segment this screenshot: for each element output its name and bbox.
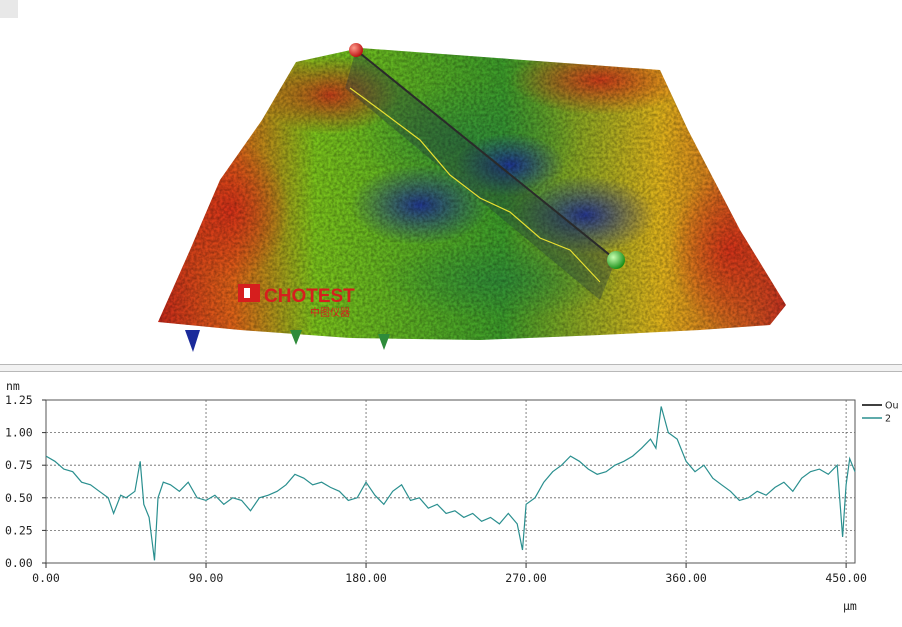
profile-cut-plane (345, 50, 616, 300)
watermark-text: CHOTEST (264, 286, 355, 307)
y-tick-label: 0.00 (5, 556, 33, 570)
x-tick-label: 360.00 (665, 571, 707, 585)
y-tick-label: 1.00 (5, 426, 33, 440)
profile-line[interactable] (355, 49, 617, 261)
legend-label: 2 (885, 414, 891, 425)
x-axis-unit: µm (843, 599, 857, 613)
x-tick-label: 0.00 (32, 571, 60, 585)
x-tick-label: 270.00 (505, 571, 547, 585)
chotest-logo: CHOTEST 中图仪器 (238, 284, 355, 319)
profile-start-marker[interactable] (349, 43, 363, 57)
surface-3d-view[interactable]: CHOTEST 中图仪器 (0, 0, 902, 362)
profile-end-marker[interactable] (607, 251, 625, 269)
y-axis-unit: nm (6, 379, 20, 393)
x-tick-label: 90.00 (189, 571, 224, 585)
y-tick-label: 0.25 (5, 523, 33, 537)
series-line-2 (45, 406, 856, 561)
legend: Ou 2 (862, 401, 899, 425)
x-axis: 0.00 90.00 180.00 270.00 360.00 450.00 (32, 563, 867, 585)
series-group (45, 406, 856, 561)
view-corner-tab[interactable] (0, 0, 18, 18)
profile-chart: nm µm 0.00 0.25 0.50 0.75 1.00 1.25 0.00 90.00… (5, 379, 899, 613)
legend-label: Ou (885, 401, 899, 412)
y-axis: 0.00 0.25 0.50 0.75 1.00 1.25 (5, 393, 46, 570)
pane-splitter[interactable] (0, 364, 902, 372)
y-tick-label: 0.75 (5, 458, 33, 472)
watermark-subtext: 中图仪器 (310, 306, 350, 319)
plot-area[interactable] (45, 399, 856, 564)
x-tick-label: 450.00 (825, 571, 867, 585)
y-tick-label: 0.50 (5, 491, 33, 505)
y-tick-label: 1.25 (5, 393, 33, 407)
x-tick-label: 180.00 (345, 571, 387, 585)
surface-mesh (158, 48, 786, 352)
